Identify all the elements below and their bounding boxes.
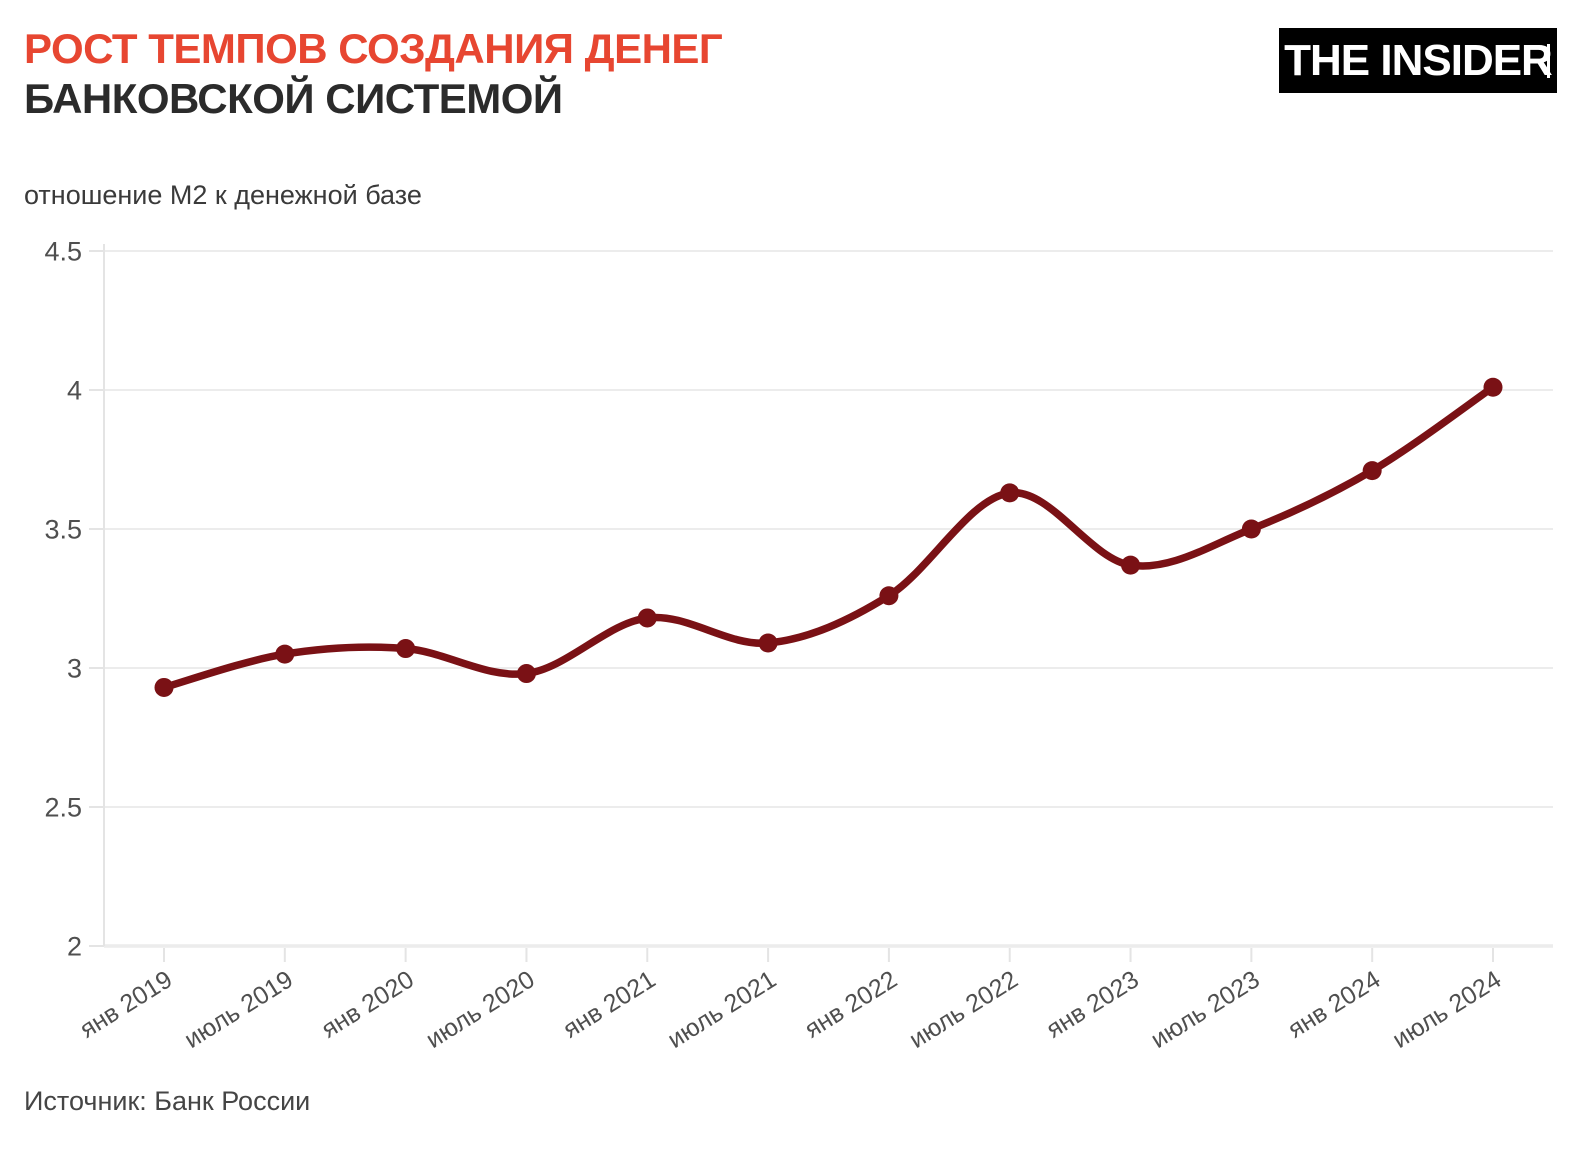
source-note: Источник: Банк России — [24, 1086, 311, 1116]
the-insider-logo: THE INSIDER — [1279, 28, 1557, 93]
data-point — [396, 639, 416, 659]
data-point — [637, 608, 657, 628]
data-point — [154, 677, 174, 697]
data-point — [275, 644, 295, 664]
chart-title: РОСТ ТЕМПОВ СОЗДАНИЯ ДЕНЕГ БАНКОВСКОЙ СИ… — [24, 24, 723, 124]
y-tick-label: 4.5 — [44, 236, 82, 266]
x-tick-label: янв 2020 — [316, 965, 418, 1043]
data-point — [1000, 483, 1020, 503]
x-tick-label: янв 2024 — [1283, 965, 1385, 1043]
series-line — [160, 383, 1497, 692]
x-tick-label: янв 2019 — [75, 965, 177, 1043]
chart-subtitle: отношение М2 к денежной базе — [24, 180, 422, 210]
x-tick-label: янв 2022 — [800, 965, 902, 1043]
data-point — [1121, 555, 1141, 575]
chart-title-line2: БАНКОВСКОЙ СИСТЕМОЙ — [24, 74, 563, 122]
x-tick-label: июль 2021 — [663, 965, 782, 1054]
y-tick-label: 2 — [67, 931, 82, 961]
y-tick-label: 2.5 — [44, 792, 82, 822]
x-tick-label: июль 2022 — [904, 965, 1023, 1054]
x-tick-label: июль 2023 — [1146, 965, 1265, 1054]
y-tick-label: 3.5 — [44, 514, 82, 544]
x-tick-label: июль 2019 — [179, 965, 298, 1054]
x-tick-label: янв 2023 — [1041, 965, 1143, 1043]
data-point — [758, 633, 778, 653]
data-point — [1362, 461, 1382, 481]
data-point — [879, 586, 899, 606]
data-point — [1483, 377, 1503, 397]
logo-text: THE INSIDER — [1284, 35, 1553, 85]
y-tick-label: 3 — [67, 653, 82, 683]
y-tick-label: 4 — [67, 375, 82, 405]
x-tick-label: янв 2021 — [558, 965, 660, 1043]
x-tick-label: июль 2024 — [1388, 965, 1507, 1054]
chart-title-line1: РОСТ ТЕМПОВ СОЗДАНИЯ ДЕНЕГ — [24, 25, 723, 72]
data-point — [516, 664, 536, 684]
x-tick-label: июль 2020 — [421, 965, 540, 1054]
logo-cursor-bar — [1547, 44, 1550, 78]
data-point — [1241, 519, 1261, 539]
